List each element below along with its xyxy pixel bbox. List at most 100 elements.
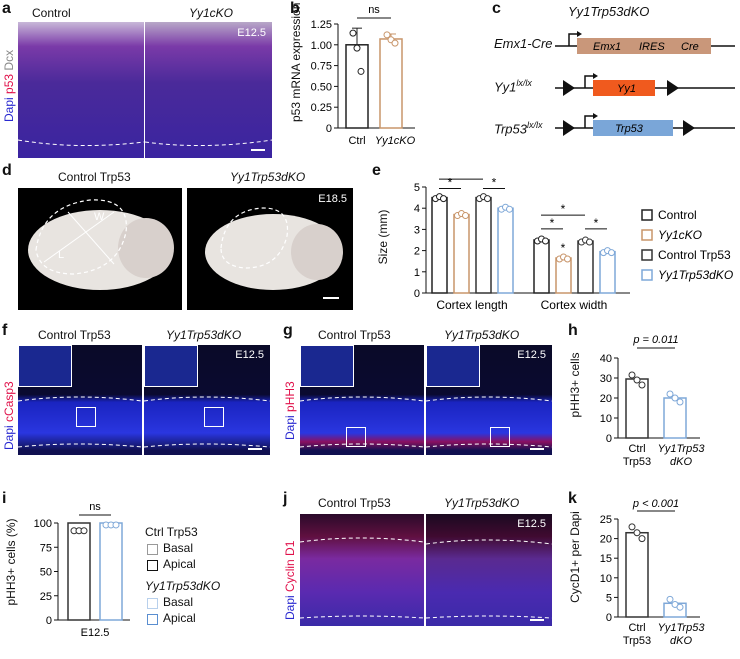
panel-f-col2: Yy1Trp53dKO [166, 328, 242, 342]
legend-label-ctrl-apical: Apical [163, 557, 196, 571]
gene-construct-diagram: Emx1 IRES Cre Yy1 Trp53 [555, 31, 735, 136]
chart-e-point [506, 205, 513, 213]
chart-e-point [564, 255, 571, 263]
panel-c-row3: Trp53lx/lx [494, 120, 543, 137]
micrograph-a-cko: E12.5 [145, 22, 272, 158]
panel-label-k: k [568, 490, 577, 507]
panel-j-stain-label: Dapi Cyclin D1 [283, 540, 297, 620]
inset-g-control [300, 345, 354, 387]
chart-e-bar [555, 257, 572, 294]
chart-e-bar [533, 239, 550, 294]
panel-g-stain-label: Dapi pHH3 [283, 381, 297, 440]
panel-d-col2: Yy1Trp53dKO [230, 170, 306, 184]
chart-h-point [666, 390, 674, 398]
chart-e-sig-star: * [594, 216, 599, 230]
panel-f-stage: E12.5 [235, 349, 264, 361]
panel-label-f: f [2, 322, 8, 339]
panel-f-col1: Control Trp53 [38, 328, 111, 342]
panel-g-col2: Yy1Trp53dKO [444, 328, 520, 342]
chart-k-xtick: dKO [670, 635, 692, 647]
svg-text:Emx1: Emx1 [593, 41, 621, 53]
roi-box [76, 407, 96, 427]
chart-b: 0 0.25 0.50 0.75 1.00 1.25 Ctrl Yy1cKO ns [311, 4, 416, 147]
chart-h-y-tick-label: 10 [600, 413, 612, 425]
chart-i-y-tick-label: 0 [46, 615, 52, 627]
panel-label-a: a [2, 0, 11, 17]
chart-e-xtick: Cortex length [436, 298, 507, 312]
chart-h-pval: p = 0.011 [632, 334, 678, 346]
legend-swatch-dko-basal [147, 598, 158, 609]
panel-j-col2: Yy1Trp53dKO [444, 496, 520, 510]
panel-j-stage: E12.5 [517, 518, 546, 530]
panel-i-ylabel: pHH3+ cells (%) [4, 518, 18, 606]
chart-e-legend-swatch [641, 209, 653, 221]
panel-d-col1: Control Trp53 [58, 170, 131, 184]
chart-h-bar [625, 378, 649, 439]
brain-photo-dko: E18.5 [187, 188, 353, 310]
panel-label-g: g [283, 322, 293, 339]
chart-h-point [676, 398, 684, 406]
chart-h-point [671, 394, 679, 402]
panel-a-col1: Control [32, 6, 71, 20]
chart-e-sig-star: * [448, 176, 453, 190]
roi-box [490, 427, 510, 447]
chart-h-y-tick-label: 30 [600, 373, 612, 385]
chart-i-bar-apical [99, 522, 123, 621]
legend-label-ctrl-basal: Basal [163, 541, 194, 555]
chart-h-point [628, 371, 636, 379]
chart-i: 0 25 50 75 100 ns E12.5 [34, 501, 130, 639]
chart-k-pval: p < 0.001 [632, 498, 679, 510]
chart-k-y-tick-label: 20 [600, 534, 612, 546]
chart-k-point [638, 535, 646, 543]
inset-f-control [18, 345, 72, 387]
micrograph-g-dko: E12.5 [426, 345, 552, 455]
chart-e-point [542, 237, 549, 245]
chart-e-sig-star: * [550, 216, 555, 230]
roi-box [346, 427, 366, 447]
chart-e-bar [497, 207, 514, 294]
chart-e-bar [475, 196, 492, 294]
panel-label-b: b [290, 0, 300, 17]
panel-a-col2: Yy1cKO [189, 6, 234, 20]
chart-b-sig-label: ns [368, 4, 380, 16]
chart-e-legend-swatch [641, 269, 653, 281]
chart-k-point [676, 603, 684, 611]
micrograph-f-dko: E12.5 [144, 345, 270, 455]
inset-g-dko [426, 345, 480, 387]
panel-label-e: e [372, 162, 381, 179]
chart-b-y-tick-label: 1.00 [311, 40, 332, 52]
svg-text:Cre: Cre [681, 41, 699, 53]
panel-label-j: j [283, 490, 288, 507]
chart-e-sig-star: * [561, 241, 566, 255]
chart-i-y-tick-label: 100 [34, 518, 52, 530]
chart-e-legend-label: Control Trp53 [658, 248, 731, 262]
panel-f-stain-label: Dapi cCasp3 [2, 381, 16, 450]
chart-b-y-tick-label: 0.25 [311, 102, 332, 114]
chart-i-y-tick-label: 25 [40, 591, 52, 603]
micrograph-g-control [300, 345, 424, 455]
chart-b-point [353, 44, 361, 52]
chart-e-sig-star: * [561, 202, 566, 216]
chart-h-xtick: Trp53 [623, 456, 651, 468]
chart-e: 0 1 2 3 4 5 Cortex length Cortex width * * * * * * * Co… [414, 175, 733, 312]
micrograph-a-control [18, 22, 144, 158]
legend-swatch-dko-apical [147, 614, 158, 625]
panel-g-stage: E12.5 [517, 349, 546, 361]
chart-b-xtick: Ctrl [348, 135, 365, 147]
chart-e-sig-star: * [459, 175, 464, 180]
chart-e-bar [431, 196, 448, 294]
chart-e-sig-star: * [492, 176, 497, 190]
chart-h-point [638, 381, 646, 389]
yy1-box [593, 80, 655, 96]
chart-e-xtick: Cortex width [541, 298, 608, 312]
chart-k-y-tick-label: 15 [600, 553, 612, 565]
micrograph-f-control [18, 345, 142, 455]
chart-i-bar-apical [67, 522, 91, 621]
roi-box [204, 407, 224, 427]
loxp-triangle [563, 80, 575, 96]
chart-i-y-tick-label: 50 [40, 567, 52, 579]
chart-e-point [462, 212, 469, 220]
chart-e-legend-label: Control [658, 208, 697, 222]
svg-text:L: L [58, 249, 64, 261]
chart-k-y-tick-label: 10 [600, 573, 612, 585]
